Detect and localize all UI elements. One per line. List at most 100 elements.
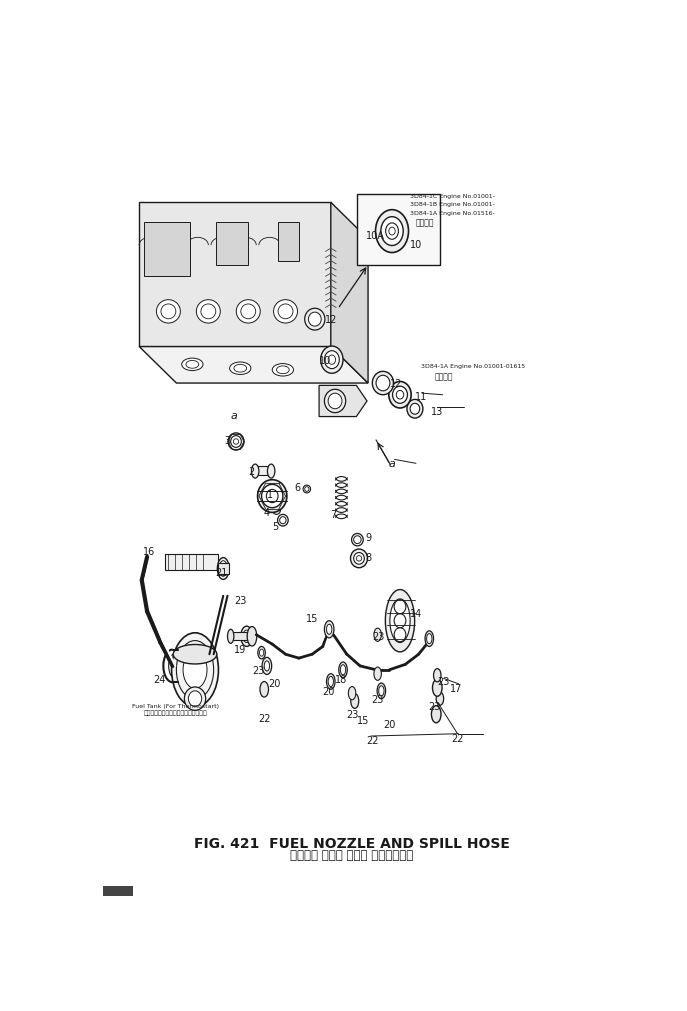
Text: 23: 23 xyxy=(372,632,385,642)
Text: 12: 12 xyxy=(390,379,402,388)
Ellipse shape xyxy=(231,436,241,448)
Ellipse shape xyxy=(273,300,297,324)
Ellipse shape xyxy=(410,404,420,415)
Ellipse shape xyxy=(272,364,293,377)
Ellipse shape xyxy=(305,309,325,331)
Ellipse shape xyxy=(390,600,410,643)
Ellipse shape xyxy=(354,536,361,544)
Ellipse shape xyxy=(394,628,406,642)
Ellipse shape xyxy=(264,661,269,671)
Text: 17: 17 xyxy=(450,683,462,694)
Ellipse shape xyxy=(433,679,442,697)
Ellipse shape xyxy=(392,387,407,404)
Ellipse shape xyxy=(234,365,247,373)
Ellipse shape xyxy=(262,485,283,509)
Text: 21: 21 xyxy=(216,568,228,578)
Text: 24: 24 xyxy=(153,674,166,684)
Ellipse shape xyxy=(236,300,260,324)
Text: 4: 4 xyxy=(264,508,270,518)
Ellipse shape xyxy=(305,487,309,492)
Text: 20: 20 xyxy=(322,686,335,697)
Ellipse shape xyxy=(357,556,361,561)
Ellipse shape xyxy=(161,304,176,319)
Ellipse shape xyxy=(251,465,259,478)
Ellipse shape xyxy=(228,434,244,451)
Text: 適用号機: 適用号機 xyxy=(435,372,453,381)
Ellipse shape xyxy=(234,440,238,445)
Ellipse shape xyxy=(280,518,286,524)
Polygon shape xyxy=(139,203,331,347)
Ellipse shape xyxy=(352,534,363,546)
Ellipse shape xyxy=(276,367,289,374)
Ellipse shape xyxy=(157,300,181,324)
Text: 9: 9 xyxy=(365,533,371,543)
Text: 18: 18 xyxy=(335,674,348,684)
Ellipse shape xyxy=(385,590,415,652)
Text: 1: 1 xyxy=(267,490,273,500)
Ellipse shape xyxy=(184,687,205,711)
Ellipse shape xyxy=(243,631,250,643)
Ellipse shape xyxy=(326,625,332,635)
Ellipse shape xyxy=(181,359,203,371)
Bar xyxy=(104,887,133,896)
Ellipse shape xyxy=(278,304,293,319)
Ellipse shape xyxy=(267,465,275,478)
Text: フェエル ノズル および スピルホース: フェエル ノズル および スピルホース xyxy=(291,848,414,861)
Text: Fuel Tank (For Thermostart): Fuel Tank (For Thermostart) xyxy=(132,704,219,709)
Text: 23: 23 xyxy=(234,595,247,605)
Ellipse shape xyxy=(324,621,334,638)
Ellipse shape xyxy=(431,706,441,723)
Text: 16: 16 xyxy=(143,547,155,557)
Ellipse shape xyxy=(258,647,265,659)
Bar xyxy=(144,222,190,277)
Ellipse shape xyxy=(247,627,257,646)
Ellipse shape xyxy=(396,391,404,399)
Ellipse shape xyxy=(376,376,390,391)
Text: 5: 5 xyxy=(272,521,278,531)
Text: a: a xyxy=(230,410,237,421)
Ellipse shape xyxy=(326,674,335,690)
Text: 12: 12 xyxy=(324,314,337,325)
Ellipse shape xyxy=(173,645,217,664)
Text: 23: 23 xyxy=(346,710,359,720)
Ellipse shape xyxy=(308,312,322,327)
Bar xyxy=(165,555,218,570)
Ellipse shape xyxy=(273,507,280,515)
Polygon shape xyxy=(319,386,367,418)
Ellipse shape xyxy=(377,683,385,699)
Ellipse shape xyxy=(328,676,333,686)
Text: 8: 8 xyxy=(365,552,371,562)
Ellipse shape xyxy=(188,692,202,707)
Ellipse shape xyxy=(324,390,346,413)
Ellipse shape xyxy=(258,480,287,513)
Text: 7: 7 xyxy=(330,510,337,520)
Ellipse shape xyxy=(201,304,216,319)
Text: 23: 23 xyxy=(429,702,441,712)
Text: 15: 15 xyxy=(306,613,318,623)
Ellipse shape xyxy=(183,651,207,688)
Text: 22: 22 xyxy=(451,733,464,743)
Ellipse shape xyxy=(348,686,356,700)
Ellipse shape xyxy=(394,601,406,614)
Ellipse shape xyxy=(303,485,311,493)
Text: 3D84-1C Engine No.01001-: 3D84-1C Engine No.01001- xyxy=(409,193,495,198)
Ellipse shape xyxy=(350,549,368,568)
Ellipse shape xyxy=(278,515,289,527)
Text: FIG. 421  FUEL NOZZLE AND SPILL HOSE: FIG. 421 FUEL NOZZLE AND SPILL HOSE xyxy=(194,836,510,850)
Text: 3D84-1B Engine No.01001-: 3D84-1B Engine No.01001- xyxy=(409,202,495,207)
Bar xyxy=(218,563,229,574)
Ellipse shape xyxy=(374,667,381,680)
Ellipse shape xyxy=(372,372,394,395)
Ellipse shape xyxy=(427,634,432,644)
Text: 3D84-1A Engine No.01516-: 3D84-1A Engine No.01516- xyxy=(409,210,495,215)
Text: 10: 10 xyxy=(410,240,422,250)
Ellipse shape xyxy=(376,210,409,254)
Ellipse shape xyxy=(219,561,227,576)
Text: 19: 19 xyxy=(234,644,247,654)
Text: 13: 13 xyxy=(431,406,443,417)
Ellipse shape xyxy=(374,629,381,642)
Text: 10A: 10A xyxy=(365,231,385,241)
Ellipse shape xyxy=(389,382,412,408)
Bar xyxy=(255,466,271,475)
Ellipse shape xyxy=(339,662,348,678)
